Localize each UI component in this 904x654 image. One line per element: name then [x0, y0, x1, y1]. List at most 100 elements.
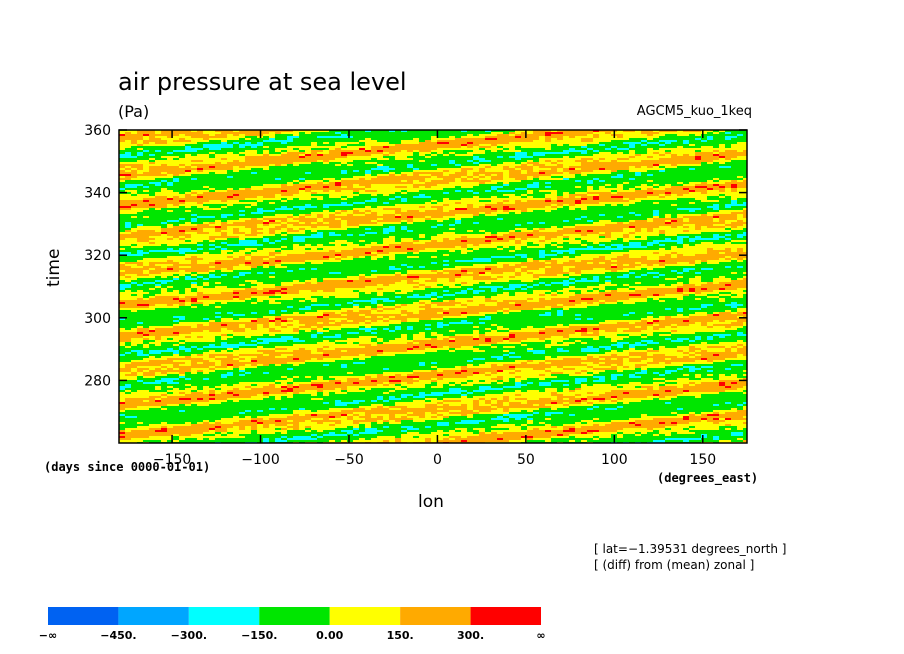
heatmap-cell — [311, 150, 318, 153]
heatmap-cell — [443, 148, 450, 151]
heatmap-cell — [287, 210, 294, 213]
heatmap-cell — [491, 176, 498, 179]
heatmap-cell — [485, 216, 492, 219]
heatmap-cell — [629, 212, 636, 215]
heatmap-cell — [509, 182, 516, 185]
heatmap-cell — [161, 174, 168, 177]
heatmap-cell — [479, 168, 486, 171]
heatmap-cell — [569, 192, 576, 195]
heatmap-cell — [689, 208, 696, 211]
heatmap-cell — [263, 164, 270, 167]
heatmap-cell — [431, 146, 438, 149]
heatmap-cell — [659, 182, 666, 185]
heatmap-cell — [149, 134, 156, 137]
heatmap-cell — [251, 168, 258, 171]
heatmap-cell — [569, 156, 576, 159]
heatmap-cell — [479, 154, 486, 157]
heatmap-cell — [635, 130, 642, 133]
heatmap-cell — [353, 200, 360, 203]
heatmap-cell — [383, 202, 390, 205]
heatmap-cell — [377, 212, 384, 215]
heatmap-cell — [125, 204, 132, 207]
heatmap-cell — [641, 172, 648, 175]
heatmap-cell — [263, 182, 270, 185]
heatmap-cell — [503, 136, 510, 139]
heatmap-cell — [719, 166, 726, 169]
heatmap-cell — [281, 158, 288, 161]
heatmap-cell — [323, 184, 330, 187]
heatmap-cell — [695, 162, 702, 165]
heatmap-cell — [131, 148, 138, 151]
heatmap-cell — [269, 142, 276, 145]
heatmap-cell — [311, 148, 318, 151]
heatmap-cell — [701, 168, 708, 171]
heatmap-cell — [335, 178, 342, 181]
heatmap-cell — [617, 172, 624, 175]
heatmap-cell — [485, 178, 492, 181]
heatmap-cell — [695, 148, 702, 151]
heatmap-cell — [413, 160, 420, 163]
heatmap-cell — [461, 182, 468, 185]
heatmap-cell — [701, 190, 708, 193]
heatmap-cell — [563, 166, 570, 169]
heatmap-cell — [455, 162, 462, 165]
heatmap-cell — [395, 130, 402, 133]
heatmap-cell — [233, 222, 240, 225]
heatmap-cell — [659, 196, 666, 199]
heatmap-cell — [299, 168, 306, 171]
heatmap-cell — [119, 142, 126, 145]
heatmap-cell — [539, 130, 546, 133]
heatmap-cell — [173, 168, 180, 171]
heatmap-cell — [707, 178, 714, 181]
heatmap-cell — [119, 180, 126, 183]
heatmap-cell — [131, 184, 138, 187]
heatmap-cell — [299, 148, 306, 151]
heatmap-cell — [623, 174, 630, 177]
heatmap-cell — [605, 214, 612, 217]
heatmap-cell — [491, 212, 498, 215]
heatmap-cell — [461, 140, 468, 143]
heatmap-cell — [143, 212, 150, 215]
heatmap-cell — [623, 156, 630, 159]
heatmap-cell — [473, 160, 480, 163]
heatmap-cell — [473, 162, 480, 165]
heatmap-cell — [497, 216, 504, 219]
heatmap-cell — [131, 190, 138, 193]
heatmap-cell — [557, 166, 564, 169]
heatmap-cell — [713, 172, 720, 175]
heatmap-cell — [623, 170, 630, 173]
heatmap-cell — [215, 218, 222, 221]
heatmap-cell — [545, 198, 552, 201]
heatmap-cell — [401, 148, 408, 151]
heatmap-cell — [479, 184, 486, 187]
heatmap-cell — [539, 186, 546, 189]
heatmap-cell — [599, 140, 606, 143]
heatmap-cell — [257, 214, 264, 217]
heatmap-cell — [317, 174, 324, 177]
heatmap-cell — [317, 194, 324, 197]
heatmap-cell — [527, 222, 534, 225]
heatmap-cell — [359, 160, 366, 163]
heatmap-cell — [491, 142, 498, 145]
heatmap-cell — [347, 130, 354, 133]
heatmap-cell — [725, 200, 732, 203]
heatmap-cell — [479, 134, 486, 137]
heatmap-cell — [605, 136, 612, 139]
heatmap-cell — [449, 154, 456, 157]
heatmap-cell — [665, 142, 672, 145]
heatmap-cell — [461, 190, 468, 193]
heatmap-cell — [365, 208, 372, 211]
heatmap-cell — [143, 218, 150, 221]
heatmap-cell — [269, 172, 276, 175]
heatmap-cell — [227, 190, 234, 193]
heatmap-cell — [197, 156, 204, 159]
heatmap-cell — [245, 210, 252, 213]
heatmap-cell — [395, 200, 402, 203]
heatmap-cell — [545, 146, 552, 149]
heatmap-cell — [221, 134, 228, 137]
heatmap-cell — [539, 180, 546, 183]
heatmap-cell — [515, 156, 522, 159]
heatmap-cell — [239, 172, 246, 175]
heatmap-cell — [299, 164, 306, 167]
heatmap-cell — [251, 186, 258, 189]
